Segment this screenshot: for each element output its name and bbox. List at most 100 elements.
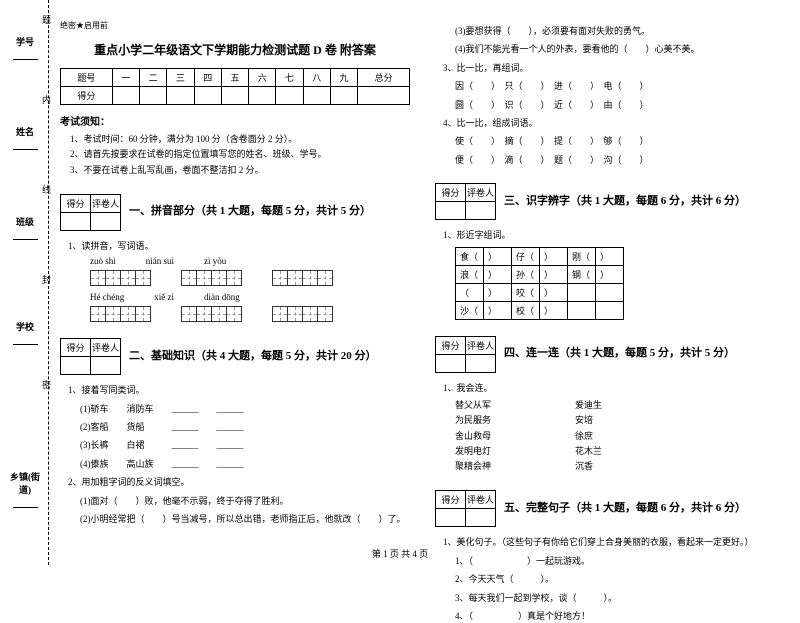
list-item: 2、今天天气（ ）。 [455,572,785,586]
pinyin-label: Hé chéng [90,292,124,302]
grader-cell: 评卷人 [91,339,121,357]
score-cell: 得分 [61,339,91,357]
char-cell: 仔（ [512,247,540,265]
score-header-cell: 八 [303,69,330,87]
score-box: 得分评卷人 [435,336,496,373]
char-cell: 浪（ [456,265,484,283]
char-cell: ） [596,265,624,283]
tian-grid [90,270,151,286]
tian-grid [272,306,333,322]
binding-field: 学号 [10,35,40,62]
tian-grid [90,306,151,322]
score-empty-cell [112,87,139,105]
pinyin-row-1: zuò shìnián suìzì yòu [90,256,410,266]
score-table: 题号一二三四五六七八九总分 得分 [60,68,410,105]
question-1: 1、读拼音，写词语。 [68,239,410,253]
section-3-title: 三、识字辨字（共 1 大题，每题 6 分，共计 6 分） [504,192,746,208]
match-row: 替父从军爱迪生 [455,398,785,413]
question-2-4: 4、比一比，组成词语。 [443,116,785,130]
tian-cell [181,306,197,322]
char-cell [596,301,624,319]
char-cell: 咬（ [512,283,540,301]
pinyin-label: xiě zì [154,292,174,302]
grader-cell: 评卷人 [91,194,121,212]
char-cell: ） [596,247,624,265]
char-cell [568,283,596,301]
char-cell [596,283,624,301]
pinyin-label: zuò shì [90,256,116,266]
tian-cell [317,306,333,322]
question-4: 1、我会连。 [443,381,785,395]
binding-field: 班级 [10,215,40,242]
binding-char: 题 [40,15,53,24]
score-header-cell: 九 [330,69,357,87]
char-table: 食（）仔（）刚（）浪（）孙（）钢（）（）咬（）沙（）校（） [455,247,624,320]
score-empty-cell [194,87,221,105]
char-cell: 食（ [456,247,484,265]
tian-cell [302,306,318,322]
tian-grid [272,270,333,286]
tian-grid-row-1 [90,270,410,286]
word-row: 便（ ） 滴（ ） 题（ ） 沟（ ） [455,153,785,167]
question-2-2: 2、用加粗字词的反义词填空。 [68,475,410,489]
grader-cell: 评卷人 [466,184,496,202]
char-cell: ） [540,247,568,265]
section-2-title: 二、基础知识（共 4 大题，每题 5 分，共计 20 分） [129,347,377,363]
score-value-row: 得分 [61,87,410,105]
word-row: 使（ ） 摘（ ） 提（ ） 够（ ） [455,134,785,148]
list-item: (4)我们不能光看一个人的外表，要看他的（ ）心美不美。 [455,42,785,56]
binding-char: 密 [40,380,53,389]
list-item: (3)要想获得（ ），必须要有面对失败的勇气。 [455,24,785,38]
section-5-title: 五、完整句子（共 1 大题，每题 6 分，共计 6 分） [504,499,746,515]
pinyin-label: diàn dōng [204,292,240,302]
tian-grid-row-2 [90,306,410,322]
score-header-row: 题号一二三四五六七八九总分 [61,69,410,87]
question-2-3: 3、比一比，再组词。 [443,61,785,75]
binding-char: 内 [40,95,53,104]
score-empty-cell [330,87,357,105]
list-item: (1)面对（ ）败，他毫不示弱，终于夺得了胜利。 [80,494,410,508]
score-empty-cell [303,87,330,105]
section-4-title: 四、连一连（共 1 大题，每题 5 分，共计 5 分） [504,344,735,360]
char-cell: ） [484,265,512,283]
notice-item: 2、请首先按要求在试卷的指定位置填写您的姓名、班级、学号。 [70,147,410,162]
score-empty-cell: 得分 [61,87,113,105]
grader-cell: 评卷人 [466,336,496,354]
tian-cell [181,270,197,286]
tian-grid [181,306,242,322]
list-item: (4)傣族 高山族 ______ ______ [80,457,410,471]
score-header-cell: 题号 [61,69,113,87]
tian-cell [211,306,227,322]
list-item: (2)小明经常把（ ）号当减号，所以总出错，老师指正后，他就改（ ）了。 [80,512,410,526]
score-cell: 得分 [61,194,91,212]
list-item: (2)客船 货船 ______ ______ [80,420,410,434]
char-cell: 钢（ [568,265,596,283]
match-row: 为民服务安培 [455,413,785,428]
char-cell: ） [484,301,512,319]
score-header-cell: 四 [194,69,221,87]
score-header-cell: 一 [112,69,139,87]
score-cell: 得分 [436,184,466,202]
right-column: (3)要想获得（ ），必须要有面对失败的勇气。 (4)我们不能光看一个人的外表，要… [435,20,785,530]
binding-char: 线 [40,185,53,194]
score-empty-cell [167,87,194,105]
char-cell: （ [456,283,484,301]
score-empty-cell [140,87,167,105]
tian-cell [287,306,303,322]
word-row: 圆（ ） 识（ ） 近（ ） 由（ ） [455,98,785,112]
match-row: 聚精会神沉香 [455,459,785,474]
tian-cell [211,270,227,286]
secret-label: 绝密★启用前 [60,20,410,31]
char-cell [568,301,596,319]
grader-cell: 评卷人 [466,491,496,509]
score-cell: 得分 [436,491,466,509]
score-header-cell: 七 [276,69,303,87]
char-cell: ） [540,265,568,283]
tian-cell [226,306,242,322]
pinyin-label: nián suì [146,256,174,266]
char-cell: 孙（ [512,265,540,283]
notice-item: 3、不要在试卷上乱写乱画，卷面不整洁扣 2 分。 [70,163,410,178]
list-item: (3)长裤 白裙 ______ ______ [80,438,410,452]
tian-cell [196,270,212,286]
match-row: 舍山救母徐庶 [455,429,785,444]
